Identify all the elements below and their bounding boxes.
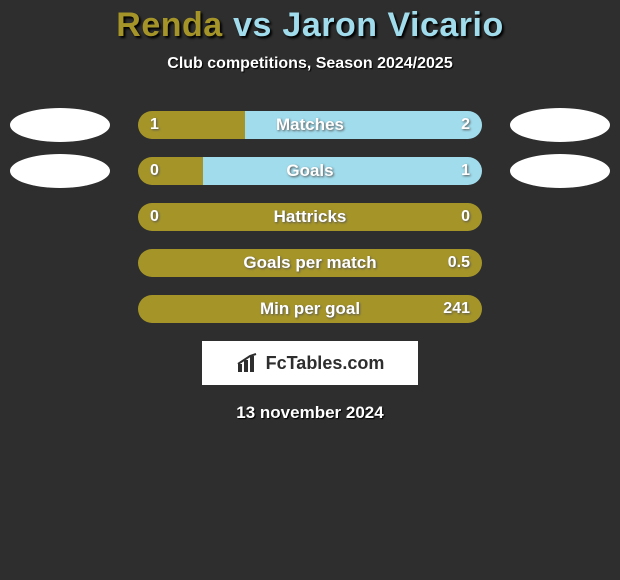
stat-bar-left	[138, 203, 482, 231]
source-badge: FcTables.com	[202, 341, 418, 385]
player2-marker	[510, 108, 610, 142]
stat-value-left: 0	[150, 157, 159, 185]
stat-bar: Goals01	[138, 157, 482, 185]
vs-text: vs	[233, 6, 272, 44]
stat-value-right: 1	[461, 157, 470, 185]
stat-row: Matches12	[0, 111, 620, 139]
date-line: 13 november 2024	[0, 403, 620, 423]
stat-bar-left	[138, 249, 482, 277]
stat-bar-right	[245, 111, 482, 139]
player1-name: Renda	[116, 6, 222, 44]
stat-bar-left	[138, 295, 482, 323]
player1-marker	[10, 108, 110, 142]
subtitle: Club competitions, Season 2024/2025	[0, 55, 620, 73]
stat-value-left: 0	[150, 203, 159, 231]
player1-marker	[10, 154, 110, 188]
bar-chart-icon	[236, 352, 260, 374]
stat-row: Min per goal241	[0, 295, 620, 323]
title-row: Renda vs Jaron Vicario	[0, 0, 620, 45]
player2-marker	[510, 154, 610, 188]
stat-bar: Goals per match0.5	[138, 249, 482, 277]
stat-bar-right	[203, 157, 482, 185]
stat-value-right: 0.5	[448, 249, 470, 277]
player2-name: Jaron Vicario	[282, 6, 503, 44]
stat-value-right: 0	[461, 203, 470, 231]
stat-bar: Hattricks00	[138, 203, 482, 231]
comparison-card: Renda vs Jaron Vicario Club competitions…	[0, 0, 620, 580]
stat-bar: Matches12	[138, 111, 482, 139]
source-badge-text: FcTables.com	[266, 353, 385, 374]
stats-chart: Matches12Goals01Hattricks00Goals per mat…	[0, 111, 620, 323]
stat-row: Hattricks00	[0, 203, 620, 231]
stat-row: Goals01	[0, 157, 620, 185]
stat-bar-left	[138, 157, 203, 185]
stat-bar: Min per goal241	[138, 295, 482, 323]
stat-value-left: 1	[150, 111, 159, 139]
stat-value-right: 241	[443, 295, 470, 323]
stat-value-right: 2	[461, 111, 470, 139]
stat-row: Goals per match0.5	[0, 249, 620, 277]
